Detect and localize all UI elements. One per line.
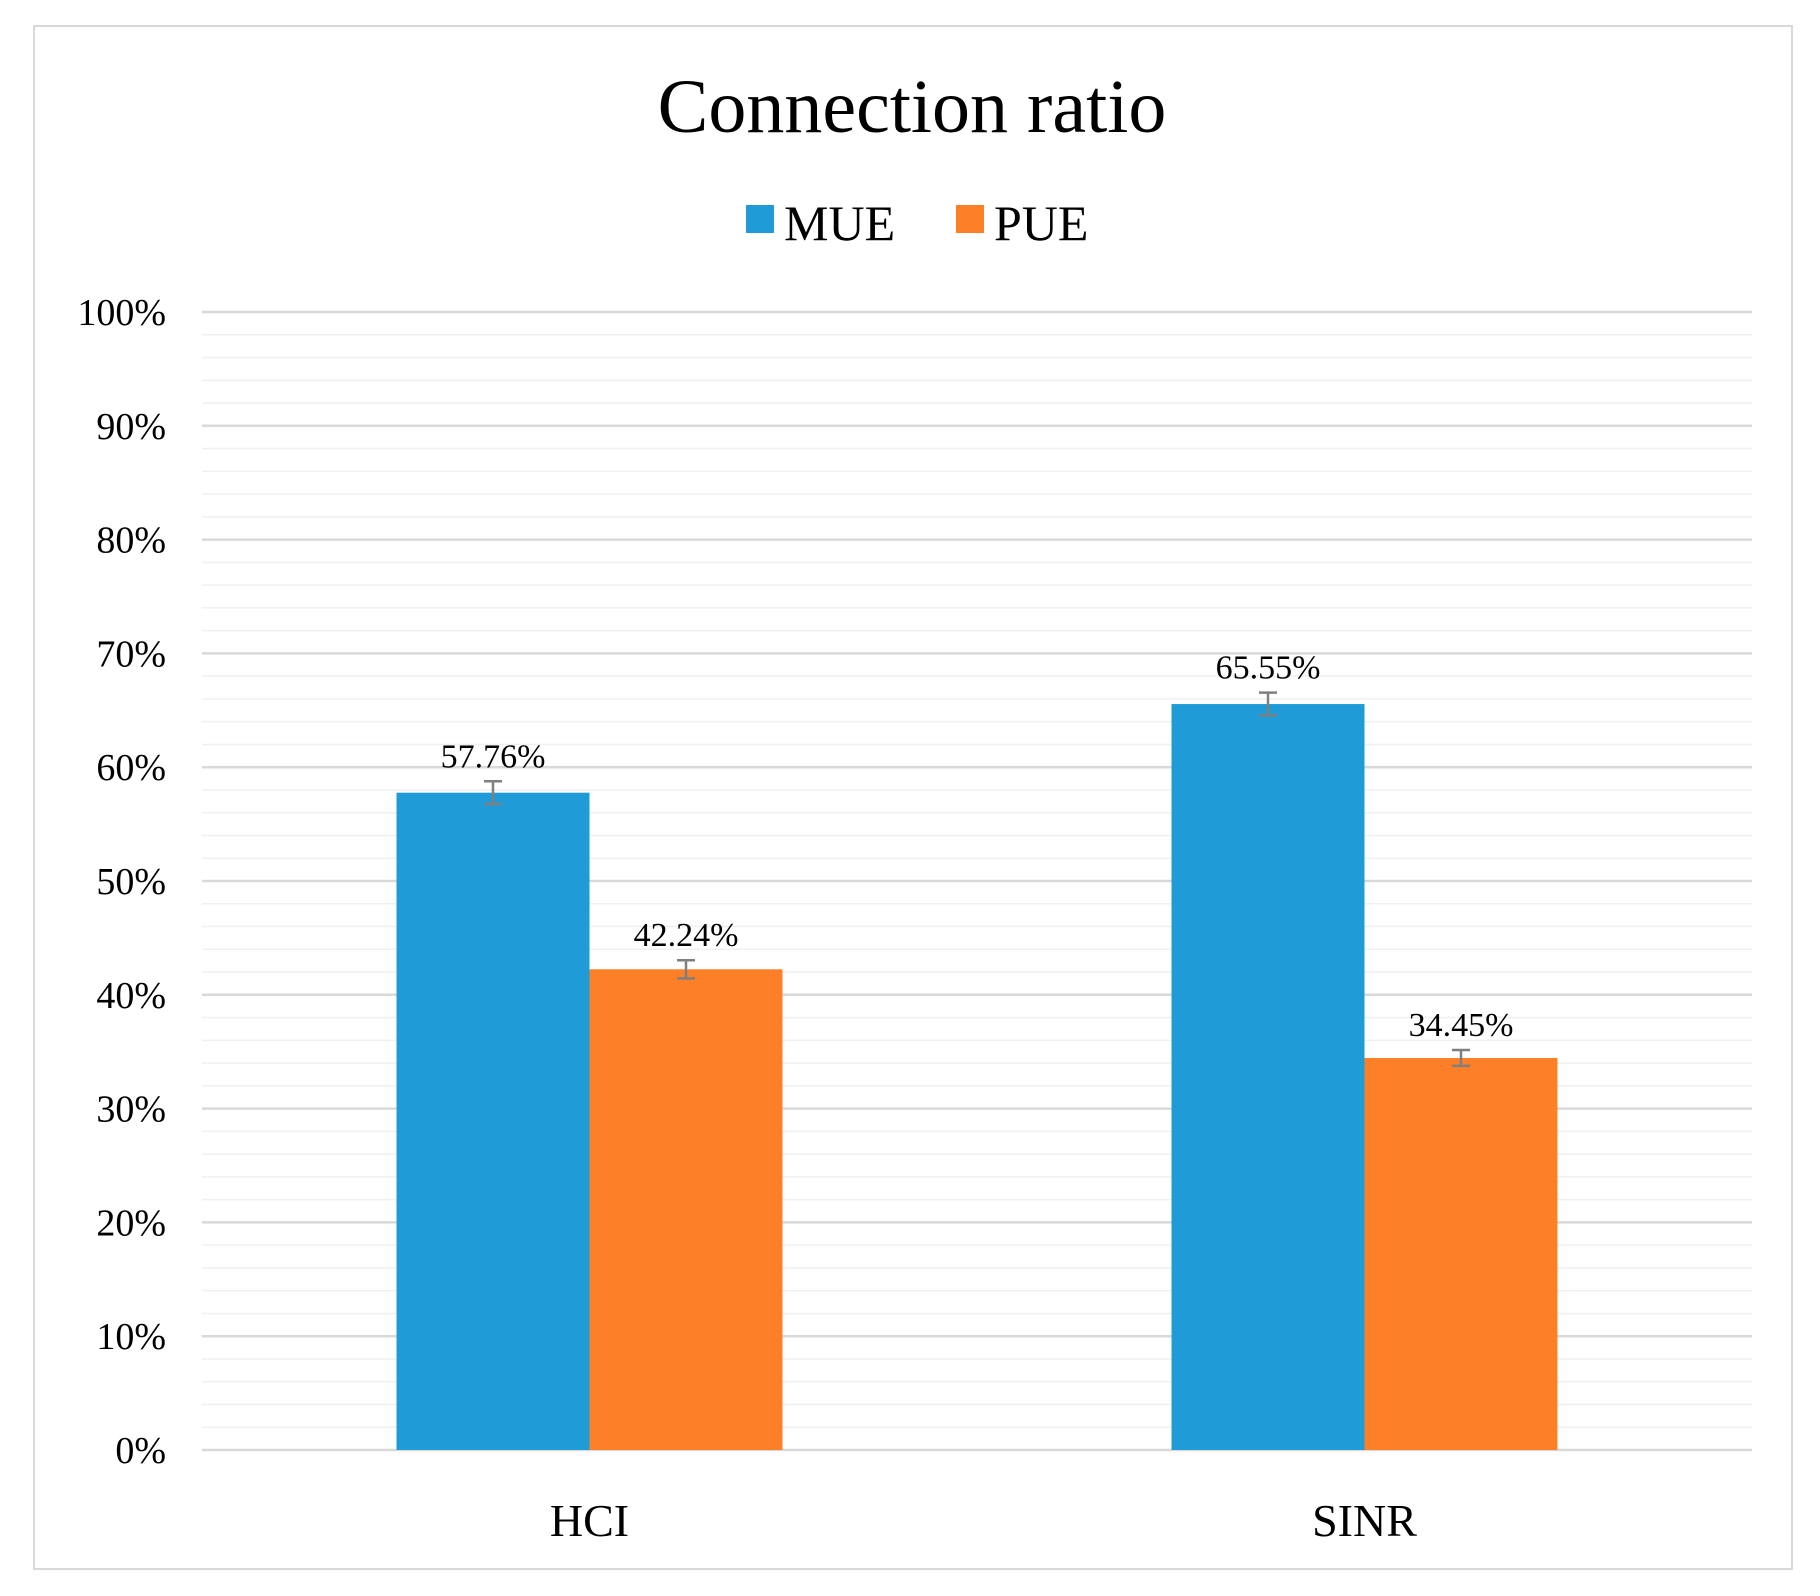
data-label: 34.45% xyxy=(1409,1007,1514,1044)
x-category-label: SINR xyxy=(1312,1495,1417,1546)
y-tick-label: 100% xyxy=(77,292,166,334)
y-tick-label: 60% xyxy=(96,747,166,789)
bar-pue-sinr xyxy=(1364,1057,1558,1450)
y-tick-label: 80% xyxy=(96,520,166,562)
error-bar xyxy=(1452,1048,1470,1068)
legend-label-mue: MUE xyxy=(784,195,895,251)
y-tick-label: 0% xyxy=(115,1430,166,1472)
y-tick-label: 70% xyxy=(96,633,166,675)
error-bar xyxy=(677,958,695,980)
bars: 57.76% 42.24% 65.55% 34.45% xyxy=(396,650,1558,1450)
legend-label-pue: PUE xyxy=(994,195,1088,251)
x-category-label: HCI xyxy=(550,1495,629,1546)
chart-title: Connection ratio xyxy=(658,65,1167,149)
bar-mue-hci xyxy=(396,792,590,1450)
bar-pue-hci xyxy=(589,969,783,1450)
y-axis: 0% 10% 20% 30% 40% 50% 60% 70% 80% 90% 100% xyxy=(77,292,166,1472)
y-tick-label: 20% xyxy=(96,1202,166,1244)
legend-swatch-pue xyxy=(956,205,984,233)
y-tick-label: 40% xyxy=(96,975,166,1017)
bar-mue-sinr xyxy=(1171,704,1365,1450)
y-tick-label: 90% xyxy=(96,406,166,448)
data-label: 42.24% xyxy=(634,917,739,954)
data-label: 65.55% xyxy=(1216,650,1321,687)
error-bar xyxy=(1259,691,1277,717)
legend-swatch-mue xyxy=(746,205,774,233)
y-tick-label: 10% xyxy=(96,1316,166,1358)
legend: MUE PUE xyxy=(746,195,1088,251)
data-label: 57.76% xyxy=(441,738,546,775)
error-bar xyxy=(484,780,502,806)
y-tick-label: 30% xyxy=(96,1089,166,1131)
x-axis: HCI SINR xyxy=(550,1495,1417,1546)
y-tick-label: 50% xyxy=(96,861,166,903)
